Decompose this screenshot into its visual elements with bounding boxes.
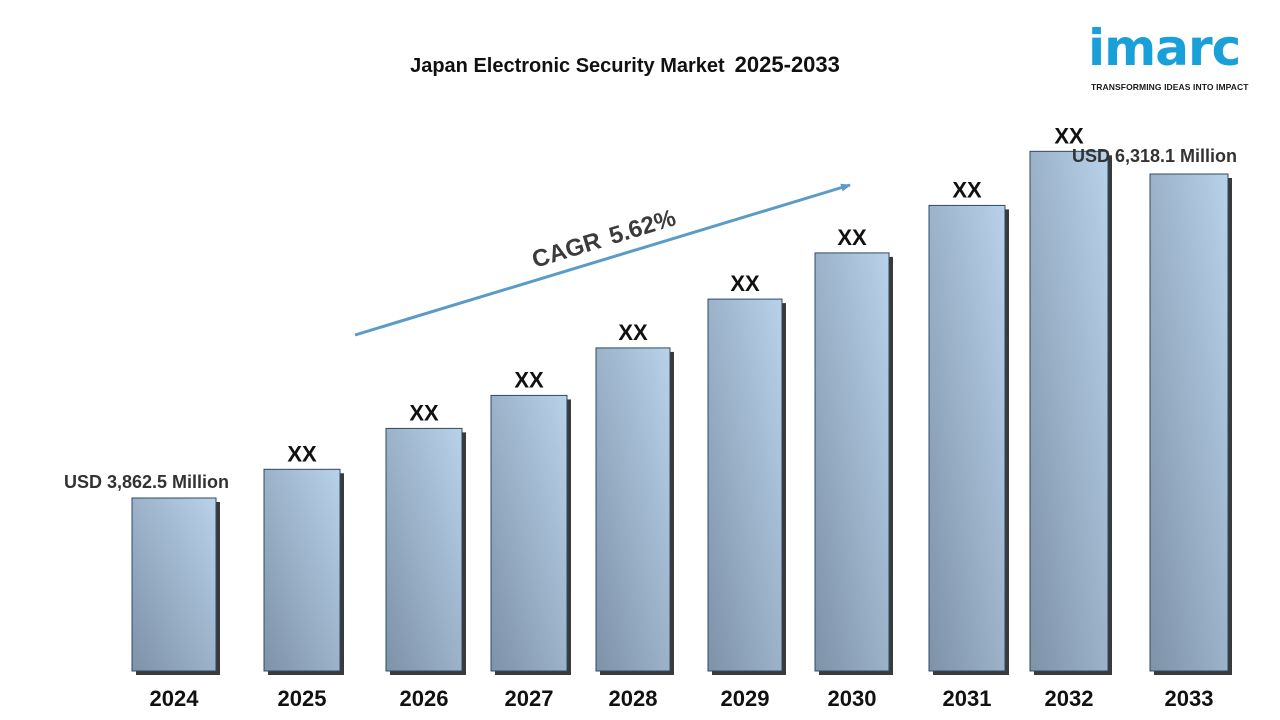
- bar-2029: [707, 298, 783, 672]
- bar-value-label-2025: XX: [287, 441, 317, 466]
- chart-title-text: Japan Electronic Security Market: [410, 55, 725, 77]
- chart-title: Japan Electronic Security Market 2025-203…: [0, 52, 1250, 78]
- bar-value-label-2027: XX: [514, 367, 544, 392]
- bar-2032: [1029, 150, 1109, 672]
- bar-2030: [814, 252, 890, 672]
- chart-title-period: 2025-2033: [734, 52, 840, 77]
- x-tick-label-2028: 2028: [609, 686, 658, 711]
- start-value-label: USD 3,862.5 Million: [64, 472, 229, 492]
- bar-2027: [490, 394, 568, 672]
- bar-2026: [385, 427, 463, 672]
- bar-2033: [1149, 173, 1229, 672]
- bar-value-label-2032: XX: [1054, 123, 1084, 148]
- bar-value-label-2030: XX: [837, 225, 867, 250]
- bar-value-label-2031: XX: [952, 177, 982, 202]
- imarc-logo: imarc TRANSFORMING IDEAS INTO IMPACT: [1088, 14, 1264, 96]
- bar-2028: [595, 347, 671, 672]
- end-value-label: USD 6,318.1 Million: [1072, 146, 1237, 166]
- bar-value-label-2028: XX: [618, 320, 648, 345]
- bar-value-label-2029: XX: [730, 271, 760, 296]
- logo-tagline: TRANSFORMING IDEAS INTO IMPACT: [1091, 82, 1249, 92]
- cagr-arrow: [354, 183, 851, 337]
- x-tick-label-2033: 2033: [1165, 686, 1214, 711]
- x-tick-label-2026: 2026: [400, 686, 449, 711]
- logo-wordmark: imarc: [1088, 19, 1241, 77]
- bars-group: 2024 XX 2025 XX 2026 XX 2027 XX 2028 XX 2029 XX 2030…: [131, 123, 1232, 711]
- x-tick-label-2030: 2030: [828, 686, 877, 711]
- x-tick-label-2029: 2029: [721, 686, 770, 711]
- x-tick-label-2027: 2027: [505, 686, 554, 711]
- bar-2031: [928, 204, 1006, 672]
- x-tick-label-2024: 2024: [150, 686, 200, 711]
- x-tick-label-2031: 2031: [943, 686, 992, 711]
- bar-value-label-2026: XX: [409, 400, 439, 425]
- x-tick-label-2032: 2032: [1045, 686, 1094, 711]
- x-tick-label-2025: 2025: [278, 686, 327, 711]
- bar-2024: [131, 497, 217, 672]
- cagr-annotation: CAGR5.62%: [529, 204, 679, 273]
- bar-2025: [263, 468, 341, 672]
